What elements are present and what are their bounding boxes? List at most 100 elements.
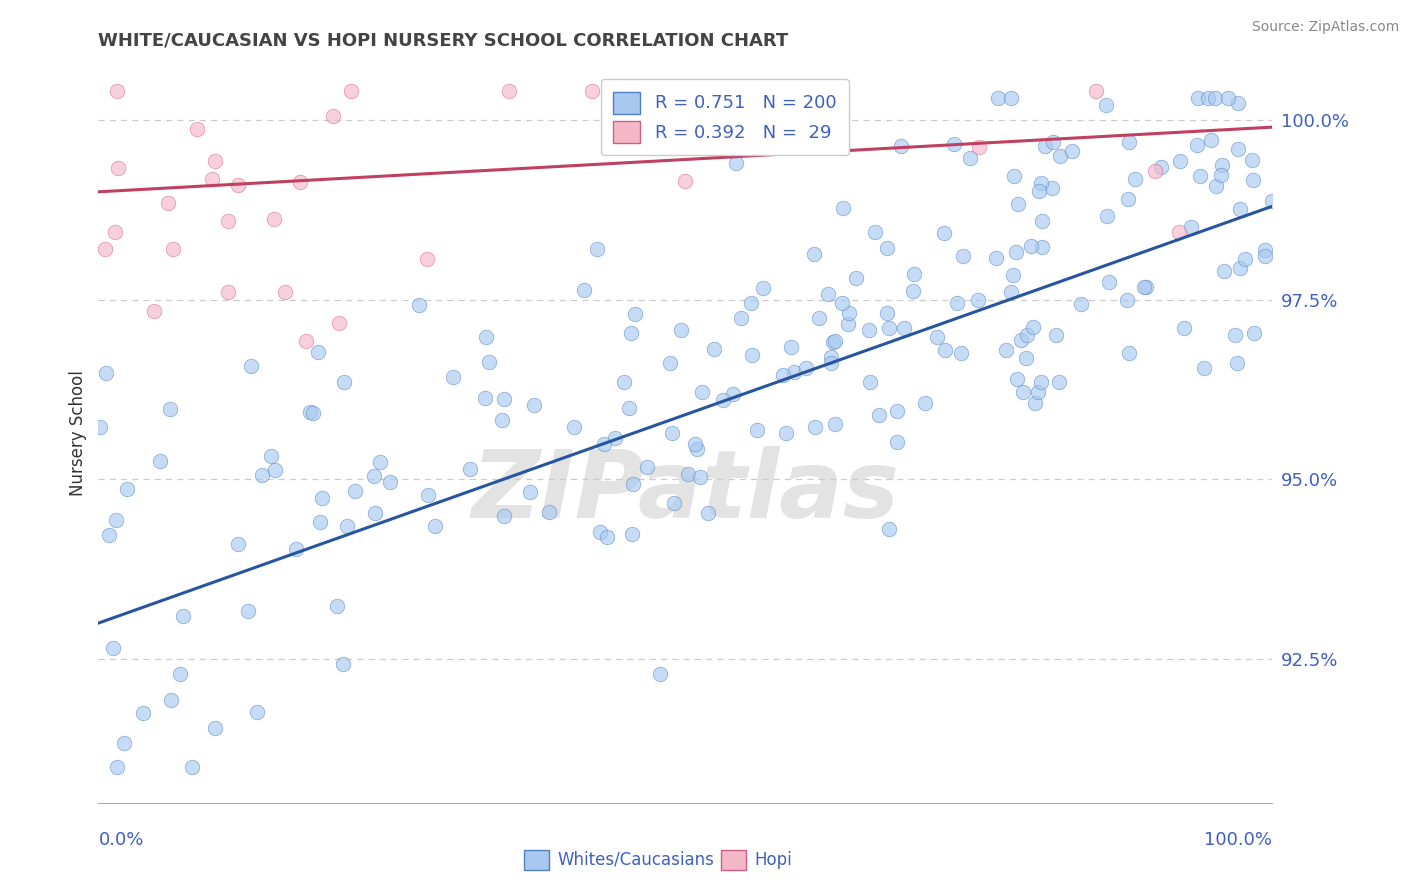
Point bbox=[186, 121, 208, 136]
Point bbox=[117, 482, 139, 496]
Point bbox=[159, 401, 181, 416]
Point bbox=[101, 641, 124, 656]
Point bbox=[1042, 135, 1064, 149]
Point bbox=[824, 417, 846, 432]
Point bbox=[1116, 293, 1139, 307]
Point bbox=[730, 311, 752, 326]
Point bbox=[94, 367, 117, 381]
Point bbox=[1031, 240, 1053, 254]
Point bbox=[1254, 249, 1277, 263]
Point bbox=[886, 404, 908, 418]
Point bbox=[226, 178, 249, 192]
Point bbox=[821, 334, 844, 349]
Point bbox=[659, 356, 682, 370]
Point bbox=[747, 423, 769, 437]
Point bbox=[311, 491, 333, 506]
Point bbox=[1031, 214, 1053, 228]
Point bbox=[364, 506, 387, 520]
Point bbox=[408, 298, 430, 312]
Point bbox=[711, 392, 734, 407]
Point bbox=[343, 484, 366, 499]
Point bbox=[217, 214, 239, 228]
Point bbox=[295, 334, 318, 348]
Point bbox=[1098, 276, 1121, 290]
Point bbox=[1005, 244, 1028, 259]
Point bbox=[326, 599, 349, 614]
Point bbox=[246, 705, 269, 719]
Point bbox=[946, 296, 969, 310]
Point bbox=[105, 513, 128, 527]
Point bbox=[1002, 169, 1025, 183]
Point bbox=[284, 542, 307, 557]
Y-axis label: Nursery School: Nursery School bbox=[69, 369, 87, 496]
Point bbox=[1261, 194, 1284, 208]
Point bbox=[620, 527, 643, 541]
Point bbox=[217, 285, 239, 299]
Point bbox=[204, 721, 226, 735]
Point bbox=[1180, 219, 1202, 234]
Point bbox=[624, 307, 647, 321]
Point bbox=[868, 409, 890, 423]
Point bbox=[112, 736, 135, 750]
Point bbox=[1216, 91, 1239, 105]
Point bbox=[824, 334, 846, 349]
Point bbox=[1015, 351, 1038, 365]
Point bbox=[1226, 143, 1249, 157]
Point bbox=[478, 355, 501, 369]
Point bbox=[831, 201, 853, 215]
Point bbox=[418, 488, 440, 502]
Point bbox=[837, 317, 859, 331]
Point bbox=[721, 387, 744, 401]
Point bbox=[288, 175, 311, 189]
Point bbox=[423, 519, 446, 533]
Point bbox=[794, 360, 817, 375]
Point bbox=[238, 604, 260, 618]
Point bbox=[678, 467, 700, 482]
Point bbox=[1015, 327, 1038, 342]
Point bbox=[987, 91, 1010, 105]
Point bbox=[934, 343, 956, 358]
Point bbox=[1019, 238, 1042, 252]
Point bbox=[820, 356, 842, 370]
Point bbox=[986, 251, 1008, 265]
Point bbox=[378, 475, 401, 490]
Point bbox=[562, 420, 585, 434]
Point bbox=[363, 469, 385, 483]
Point bbox=[740, 295, 762, 310]
Point bbox=[1243, 326, 1265, 340]
Text: Hopi: Hopi bbox=[755, 851, 792, 869]
Point bbox=[519, 484, 541, 499]
Point bbox=[1007, 372, 1029, 386]
Point bbox=[89, 420, 111, 434]
Point bbox=[416, 252, 439, 267]
Point bbox=[845, 270, 868, 285]
Point bbox=[932, 226, 955, 240]
Point bbox=[340, 84, 363, 98]
Point bbox=[1212, 264, 1234, 278]
Point bbox=[1012, 385, 1035, 400]
Text: 100.0%: 100.0% bbox=[1205, 831, 1272, 849]
Point bbox=[1060, 144, 1083, 158]
Point bbox=[169, 666, 191, 681]
Point bbox=[859, 376, 882, 390]
Point bbox=[817, 286, 839, 301]
Point bbox=[605, 431, 627, 445]
Point bbox=[149, 454, 172, 468]
Point bbox=[1026, 385, 1049, 400]
Point bbox=[1095, 209, 1118, 223]
Point bbox=[1118, 346, 1140, 360]
Point bbox=[959, 151, 981, 165]
Point bbox=[661, 425, 683, 440]
Point bbox=[1197, 91, 1219, 105]
Point bbox=[132, 706, 155, 720]
Point bbox=[1029, 375, 1052, 389]
Point bbox=[1201, 133, 1223, 147]
Point bbox=[1024, 395, 1046, 409]
Point bbox=[370, 455, 392, 469]
Point bbox=[675, 174, 697, 188]
Legend: R = 0.751   N = 200, R = 0.392   N =  29: R = 0.751 N = 200, R = 0.392 N = 29 bbox=[600, 78, 849, 155]
Text: 0.0%: 0.0% bbox=[98, 831, 143, 849]
Point bbox=[703, 342, 725, 356]
Point bbox=[967, 293, 990, 307]
Point bbox=[201, 171, 224, 186]
